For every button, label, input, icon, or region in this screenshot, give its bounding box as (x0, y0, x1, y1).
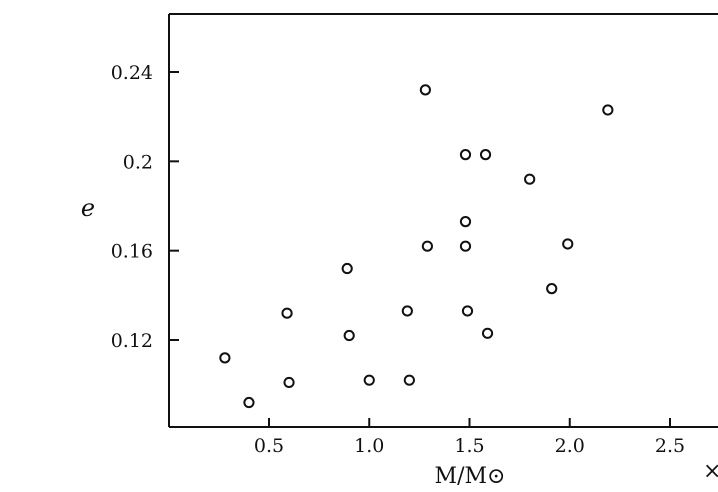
data-point (341, 262, 353, 275)
data-point (459, 149, 472, 161)
data-point (403, 374, 415, 386)
data-point (401, 305, 413, 317)
data-point (283, 376, 295, 389)
data-point (421, 240, 433, 252)
x-axis-label: M/M⊙ (435, 464, 506, 487)
x-tick-label: 2.5 (655, 435, 685, 457)
clipped-multiply-mark: × (703, 459, 718, 484)
y-tick-label: 0.24 (111, 62, 153, 84)
data-point (281, 307, 293, 319)
data-point (479, 149, 492, 161)
data-point (562, 238, 574, 250)
data-point (602, 104, 614, 116)
data-point (459, 216, 472, 228)
data-point (243, 396, 255, 409)
y-tick-label: 0.16 (111, 241, 153, 263)
data-point (461, 305, 474, 317)
data-point (481, 327, 494, 339)
data-point (546, 283, 558, 295)
data-point (219, 352, 231, 364)
x-tick-label: 1.0 (354, 435, 384, 457)
y-tick-label: 0.2 (123, 151, 153, 173)
data-point (419, 84, 431, 96)
x-tick-label: 0.5 (254, 435, 284, 457)
data-point (343, 329, 355, 342)
data-point (363, 374, 375, 386)
data-point (524, 173, 536, 185)
y-axis-label: e (81, 194, 95, 222)
x-tick-label: 1.5 (454, 435, 484, 457)
data-point (459, 240, 472, 252)
y-tick-label: 0.12 (111, 330, 153, 352)
x-tick-label: 2.0 (555, 435, 585, 457)
